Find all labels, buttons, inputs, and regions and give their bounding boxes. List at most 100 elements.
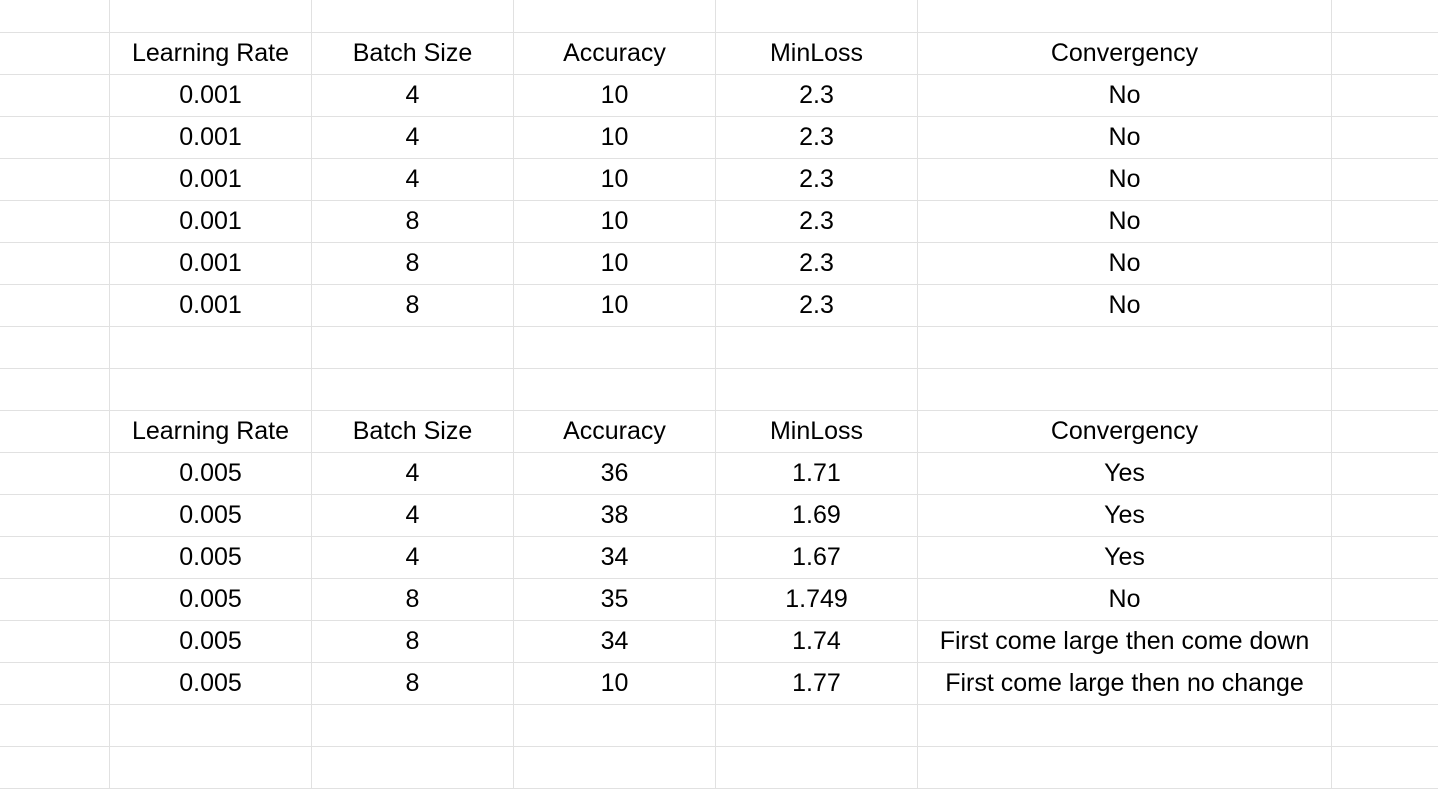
empty-cell[interactable] [716, 327, 918, 368]
empty-cell[interactable] [0, 327, 110, 368]
empty-cell[interactable] [1332, 495, 1438, 536]
empty-cell[interactable] [1332, 243, 1438, 284]
header-cell-convergency[interactable]: Convergency [918, 411, 1332, 452]
cell-learning-rate[interactable]: 0.001 [110, 201, 312, 242]
header-cell-accuracy[interactable]: Accuracy [514, 33, 716, 74]
empty-cell[interactable] [1332, 369, 1438, 410]
empty-cell[interactable] [0, 285, 110, 326]
empty-cell[interactable] [312, 327, 514, 368]
empty-cell[interactable] [1332, 411, 1438, 452]
cell-min-loss[interactable]: 1.74 [716, 621, 918, 662]
cell-accuracy[interactable]: 34 [514, 537, 716, 578]
cell-accuracy[interactable]: 10 [514, 159, 716, 200]
empty-cell[interactable] [312, 705, 514, 746]
empty-cell[interactable] [0, 579, 110, 620]
cell-learning-rate[interactable]: 0.005 [110, 495, 312, 536]
cell-convergency[interactable]: Yes [918, 495, 1332, 536]
cell-learning-rate[interactable]: 0.001 [110, 159, 312, 200]
cell-convergency[interactable]: No [918, 159, 1332, 200]
empty-cell[interactable] [0, 201, 110, 242]
cell-batch-size[interactable]: 4 [312, 117, 514, 158]
cell-convergency[interactable]: First come large then come down [918, 621, 1332, 662]
empty-cell[interactable] [1332, 75, 1438, 116]
empty-cell[interactable] [1332, 159, 1438, 200]
cell-batch-size[interactable]: 4 [312, 453, 514, 494]
empty-cell[interactable] [0, 705, 110, 746]
cell-min-loss[interactable]: 2.3 [716, 117, 918, 158]
cell-batch-size[interactable]: 4 [312, 495, 514, 536]
cell-convergency[interactable]: No [918, 285, 1332, 326]
empty-cell[interactable] [0, 75, 110, 116]
empty-cell[interactable] [716, 747, 918, 788]
empty-cell[interactable] [312, 369, 514, 410]
cell-learning-rate[interactable]: 0.001 [110, 75, 312, 116]
empty-cell[interactable] [514, 747, 716, 788]
empty-cell[interactable] [1332, 621, 1438, 662]
cell-learning-rate[interactable]: 0.005 [110, 621, 312, 662]
empty-cell[interactable] [1332, 201, 1438, 242]
cell-min-loss[interactable]: 2.3 [716, 159, 918, 200]
empty-cell[interactable] [110, 0, 312, 32]
cell-min-loss[interactable]: 1.67 [716, 537, 918, 578]
cell-batch-size[interactable]: 8 [312, 285, 514, 326]
empty-cell[interactable] [1332, 117, 1438, 158]
cell-min-loss[interactable]: 2.3 [716, 243, 918, 284]
cell-convergency[interactable]: No [918, 75, 1332, 116]
cell-accuracy[interactable]: 38 [514, 495, 716, 536]
empty-cell[interactable] [716, 0, 918, 32]
empty-cell[interactable] [918, 747, 1332, 788]
cell-min-loss[interactable]: 1.71 [716, 453, 918, 494]
cell-convergency[interactable]: No [918, 201, 1332, 242]
empty-cell[interactable] [0, 159, 110, 200]
cell-accuracy[interactable]: 10 [514, 117, 716, 158]
cell-convergency[interactable]: No [918, 117, 1332, 158]
empty-cell[interactable] [312, 0, 514, 32]
empty-cell[interactable] [0, 0, 110, 32]
empty-cell[interactable] [0, 243, 110, 284]
header-cell-accuracy[interactable]: Accuracy [514, 411, 716, 452]
empty-cell[interactable] [0, 117, 110, 158]
header-cell-learning-rate[interactable]: Learning Rate [110, 33, 312, 74]
header-cell-batch-size[interactable]: Batch Size [312, 33, 514, 74]
cell-batch-size[interactable]: 8 [312, 621, 514, 662]
cell-convergency[interactable]: Yes [918, 453, 1332, 494]
cell-learning-rate[interactable]: 0.001 [110, 285, 312, 326]
empty-cell[interactable] [1332, 33, 1438, 74]
empty-cell[interactable] [1332, 327, 1438, 368]
cell-batch-size[interactable]: 4 [312, 75, 514, 116]
empty-cell[interactable] [1332, 705, 1438, 746]
cell-convergency[interactable]: Yes [918, 537, 1332, 578]
cell-learning-rate[interactable]: 0.005 [110, 579, 312, 620]
cell-min-loss[interactable]: 2.3 [716, 75, 918, 116]
cell-batch-size[interactable]: 8 [312, 201, 514, 242]
cell-accuracy[interactable]: 10 [514, 75, 716, 116]
cell-batch-size[interactable]: 8 [312, 243, 514, 284]
cell-convergency[interactable]: No [918, 579, 1332, 620]
empty-cell[interactable] [0, 453, 110, 494]
empty-cell[interactable] [0, 537, 110, 578]
empty-cell[interactable] [0, 663, 110, 704]
empty-cell[interactable] [1332, 0, 1438, 32]
empty-cell[interactable] [0, 411, 110, 452]
empty-cell[interactable] [312, 747, 514, 788]
empty-cell[interactable] [0, 369, 110, 410]
empty-cell[interactable] [918, 369, 1332, 410]
header-cell-min-loss[interactable]: MinLoss [716, 33, 918, 74]
empty-cell[interactable] [0, 33, 110, 74]
cell-accuracy[interactable]: 10 [514, 201, 716, 242]
empty-cell[interactable] [0, 495, 110, 536]
header-cell-batch-size[interactable]: Batch Size [312, 411, 514, 452]
empty-cell[interactable] [1332, 285, 1438, 326]
cell-learning-rate[interactable]: 0.005 [110, 663, 312, 704]
cell-accuracy[interactable]: 34 [514, 621, 716, 662]
header-cell-learning-rate[interactable]: Learning Rate [110, 411, 312, 452]
empty-cell[interactable] [716, 369, 918, 410]
cell-accuracy[interactable]: 10 [514, 243, 716, 284]
empty-cell[interactable] [918, 327, 1332, 368]
cell-accuracy[interactable]: 36 [514, 453, 716, 494]
cell-min-loss[interactable]: 1.749 [716, 579, 918, 620]
cell-learning-rate[interactable]: 0.005 [110, 537, 312, 578]
empty-cell[interactable] [1332, 537, 1438, 578]
cell-min-loss[interactable]: 2.3 [716, 201, 918, 242]
header-cell-min-loss[interactable]: MinLoss [716, 411, 918, 452]
